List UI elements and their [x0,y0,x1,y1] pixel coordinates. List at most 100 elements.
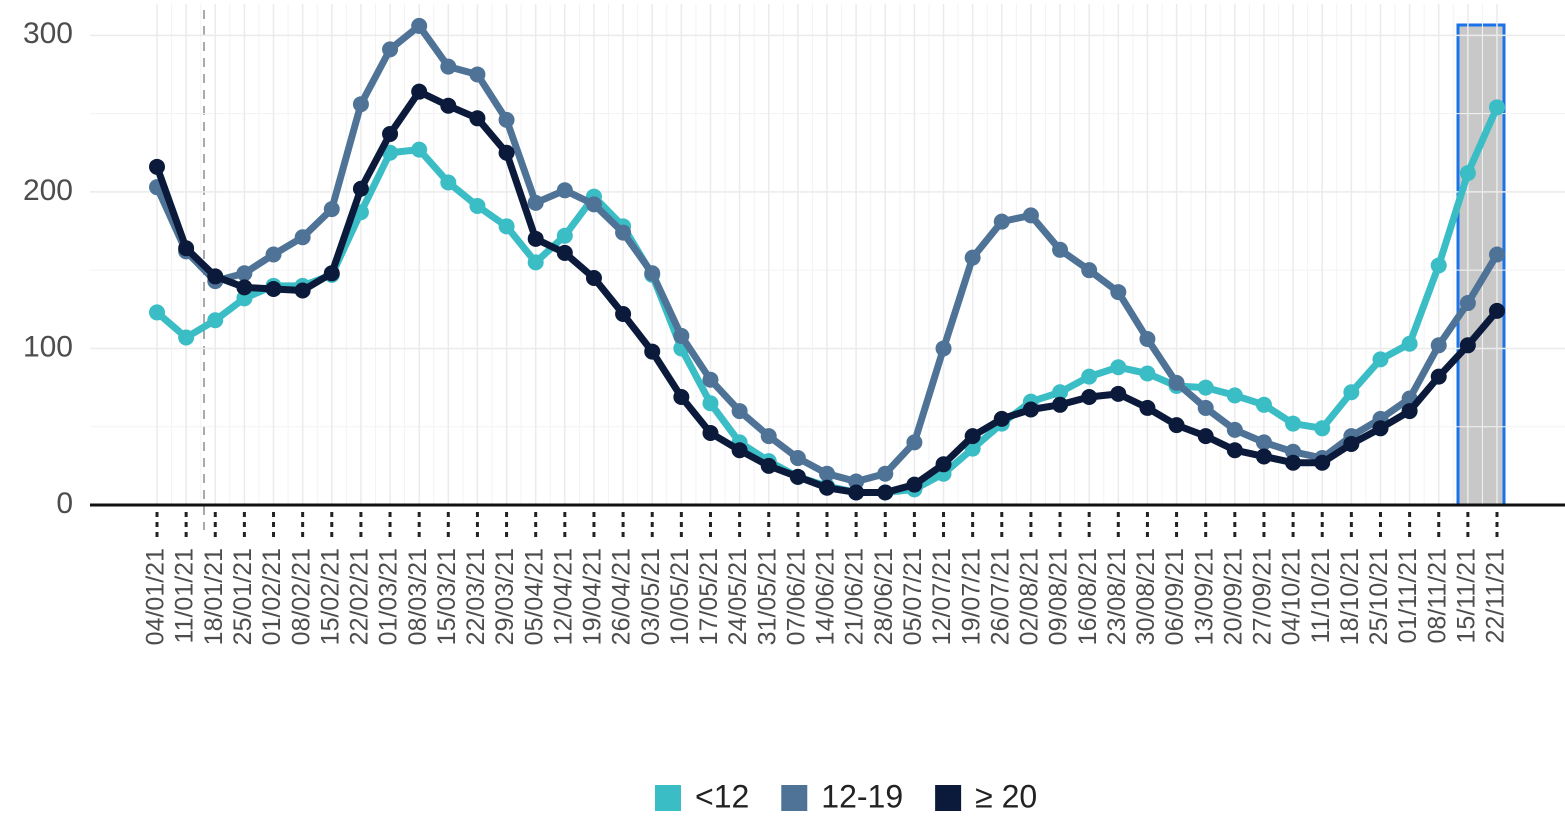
legend-label: ≥ 20 [975,778,1037,814]
point [236,290,253,307]
point [265,280,282,297]
y-tick-label: 200 [23,174,73,207]
x-tick-label: 09/08/21 [1045,548,1073,645]
x-tick-label: 08/11/21 [1423,548,1451,643]
point [556,182,573,199]
point [848,484,865,501]
point [789,468,806,485]
point [1372,420,1389,437]
point [935,340,952,357]
y-tick-label: 300 [23,17,73,50]
point [1022,207,1039,224]
point [178,240,195,257]
point [760,428,777,445]
point [702,424,719,441]
x-tick-label: 24/05/21 [724,548,752,645]
point [1255,434,1272,451]
x-tick-label: 15/11/21 [1452,548,1480,643]
x-tick-label: 30/08/21 [1132,548,1160,645]
point [469,110,486,127]
point [1081,262,1098,279]
point [1052,396,1069,413]
point [469,66,486,83]
point [411,17,428,34]
x-tick-label: 15/03/21 [433,548,461,645]
x-tick-label: 18/01/21 [200,548,228,645]
point [760,457,777,474]
point [1081,388,1098,405]
point [1226,442,1243,459]
point [993,410,1010,427]
x-tick-label: 16/08/21 [1074,548,1102,645]
point [1197,428,1214,445]
point [498,111,515,128]
x-tick-label: 15/02/21 [316,548,344,645]
point [1022,401,1039,418]
point [906,476,923,493]
point [644,343,661,360]
point [1401,403,1418,420]
point [1343,384,1360,401]
x-tick-label: 03/05/21 [637,548,665,645]
point [1459,165,1476,182]
x-tick-label: 01/03/21 [375,548,403,645]
legend-label: 12-19 [821,778,903,814]
x-tick-label: 14/06/21 [812,548,840,645]
legend-swatch [935,785,962,811]
point [1110,359,1127,376]
point [848,473,865,490]
point [440,97,457,114]
grid: 0 100 200 300 04/01/21 11/01/21 18/01/21 25/01/… [23,4,1565,645]
point [527,254,544,271]
x-tick-label: 18/10/21 [1336,548,1364,645]
point [1052,384,1069,401]
point [964,428,981,445]
x-tick-label: 25/10/21 [1365,548,1393,645]
legend-swatch [655,785,681,811]
x-tick-label: 04/10/21 [1278,548,1306,645]
point [294,282,311,299]
point [906,434,923,451]
x-tick-label: 01/02/21 [258,548,286,645]
point [1255,396,1272,413]
x-tick-label: 08/02/21 [287,548,315,645]
point [935,456,952,473]
point [789,450,806,467]
lines [149,17,1505,501]
point [819,479,835,496]
x-tick-label: 05/07/21 [899,548,927,645]
x-tick-label: 22/03/21 [462,548,490,645]
point [1459,337,1476,354]
x-tick-label: 17/05/21 [695,548,723,645]
y-tick-label: 100 [23,330,73,363]
x-tick-label: 25/01/21 [229,548,257,645]
point [819,465,835,482]
point [236,279,253,296]
point [323,201,340,218]
point [440,58,457,75]
point [1255,448,1272,465]
point [731,442,748,459]
x-tick-label: 10/05/21 [666,548,694,645]
point [1110,284,1127,301]
point [556,244,573,261]
point [178,329,195,346]
point [352,180,369,197]
x-tick-label: 27/09/21 [1249,548,1277,645]
point [731,403,748,420]
x-tick-label: 12/04/21 [549,548,577,645]
x-tick-label: 04/01/21 [142,548,170,645]
point [964,249,981,266]
point [498,218,515,235]
legend: <12 12-19 ≥ 20 [655,778,1037,814]
point [236,265,253,282]
x-tick-label: 06/09/21 [1161,548,1189,645]
point [1430,337,1447,354]
point [498,144,515,161]
x-tick-label: 05/04/21 [520,548,548,645]
point [644,265,661,282]
point [615,305,632,322]
point [1489,302,1505,319]
x-tick-label: 11/10/21 [1307,548,1335,643]
